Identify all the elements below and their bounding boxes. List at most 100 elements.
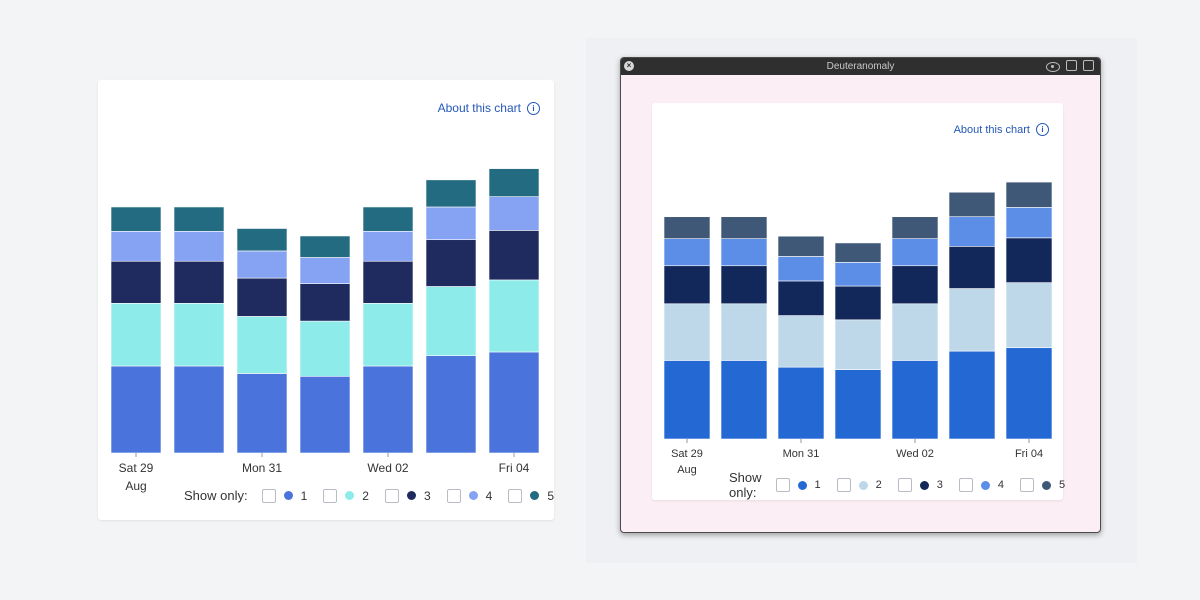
- bar-segment-series-5[interactable]: [362, 206, 414, 232]
- bar-segment-series-2[interactable]: [777, 315, 825, 368]
- bar-segment-series-5[interactable]: [173, 206, 225, 232]
- panel-icon[interactable]: [1083, 60, 1094, 71]
- legend-item-2[interactable]: 2: [323, 488, 369, 503]
- bar-segment-series-2[interactable]: [891, 303, 939, 361]
- legend-checkbox[interactable]: [958, 478, 973, 492]
- bar-segment-series-3[interactable]: [1005, 237, 1053, 283]
- bar-segment-series-5[interactable]: [1005, 181, 1053, 208]
- bar-segment-series-2[interactable]: [720, 303, 768, 361]
- bar-segment-series-2[interactable]: [362, 303, 414, 367]
- bar-segment-series-3[interactable]: [299, 283, 351, 322]
- bar-segment-series-1[interactable]: [110, 365, 162, 454]
- bar-segment-series-5[interactable]: [777, 235, 825, 257]
- bar-segment-series-2[interactable]: [110, 303, 162, 367]
- legend-checkbox[interactable]: [323, 488, 338, 503]
- bar-segment-series-5[interactable]: [891, 216, 939, 239]
- bar-segment-series-1[interactable]: [425, 355, 477, 454]
- about-chart-link[interactable]: About this chart i: [954, 123, 1049, 136]
- bar-segment-series-1[interactable]: [663, 360, 711, 440]
- legend-item-4[interactable]: 4: [446, 488, 492, 503]
- bar-segment-series-4[interactable]: [110, 230, 162, 262]
- legend-item-1[interactable]: 1: [261, 488, 307, 503]
- bar-segment-series-2[interactable]: [488, 279, 540, 353]
- bar-segment-series-1[interactable]: [299, 375, 351, 454]
- bar-segment-series-3[interactable]: [362, 260, 414, 304]
- bar-segment-series-5[interactable]: [948, 191, 996, 218]
- legend-item-1[interactable]: 1: [775, 478, 821, 492]
- bar-segment-series-5[interactable]: [425, 179, 477, 208]
- about-chart-link[interactable]: About this chart i: [438, 101, 540, 115]
- close-icon[interactable]: ×: [624, 61, 634, 71]
- bar-segment-series-1[interactable]: [173, 365, 225, 454]
- bar-segment-series-1[interactable]: [1005, 347, 1053, 440]
- x-tick-label: Fri 04: [1015, 448, 1043, 460]
- bar-segment-series-5[interactable]: [663, 216, 711, 239]
- bar-segment-series-1[interactable]: [488, 351, 540, 454]
- bar-segment-series-3[interactable]: [834, 285, 882, 321]
- x-tick-label: Aug: [677, 464, 697, 476]
- bar-segment-series-5[interactable]: [834, 242, 882, 263]
- legend-checkbox[interactable]: [897, 478, 912, 492]
- legend-item-3[interactable]: 3: [897, 478, 943, 492]
- bar-segment-series-4[interactable]: [720, 238, 768, 267]
- legend-item-2[interactable]: 2: [836, 478, 882, 492]
- bar-segment-series-2[interactable]: [1005, 282, 1053, 349]
- bar-segment-series-3[interactable]: [488, 230, 540, 281]
- bar-segment-series-3[interactable]: [663, 265, 711, 305]
- legend-item-3[interactable]: 3: [384, 488, 431, 503]
- bar-segment-series-2[interactable]: [834, 319, 882, 370]
- bar-segment-series-3[interactable]: [236, 277, 288, 317]
- bar-segment-series-4[interactable]: [834, 262, 882, 287]
- bar-segment-series-4[interactable]: [948, 216, 996, 247]
- bar-segment-series-4[interactable]: [236, 250, 288, 279]
- bar-segment-series-2[interactable]: [948, 288, 996, 352]
- legend-checkbox[interactable]: [261, 488, 276, 503]
- eye-icon[interactable]: [1046, 62, 1060, 72]
- bar-segment-series-1[interactable]: [362, 365, 414, 454]
- bar-segment-series-3[interactable]: [173, 260, 225, 304]
- bar-segment-series-1[interactable]: [720, 360, 768, 440]
- bar-segment-series-1[interactable]: [834, 369, 882, 440]
- bar-segment-series-5[interactable]: [299, 235, 351, 258]
- bar-segment-series-5[interactable]: [236, 228, 288, 252]
- legend-checkbox[interactable]: [384, 488, 399, 503]
- bar-segment-series-3[interactable]: [425, 239, 477, 287]
- bar-segment-series-4[interactable]: [362, 230, 414, 262]
- bar-segment-series-5[interactable]: [110, 206, 162, 232]
- legend-label: 3: [423, 488, 431, 503]
- bar-segment-series-1[interactable]: [948, 350, 996, 440]
- bar-segment-series-2[interactable]: [173, 303, 225, 367]
- bar-segment-series-5[interactable]: [488, 168, 540, 197]
- list-icon[interactable]: [1066, 60, 1077, 71]
- bar-segment-series-1[interactable]: [777, 366, 825, 440]
- bar-segment-series-2[interactable]: [299, 320, 351, 377]
- legend-item-5[interactable]: 5: [1020, 478, 1065, 492]
- bar-segment-series-4[interactable]: [425, 206, 477, 241]
- legend-checkbox[interactable]: [508, 488, 523, 503]
- legend-label: 5: [547, 488, 555, 503]
- legend-item-4[interactable]: 4: [958, 478, 1004, 492]
- legend-checkbox[interactable]: [1020, 478, 1035, 492]
- bar-segment-series-1[interactable]: [236, 373, 288, 454]
- bar-segment-series-3[interactable]: [891, 265, 939, 305]
- legend-checkbox[interactable]: [775, 478, 790, 492]
- bar-segment-series-4[interactable]: [488, 196, 540, 231]
- bar-segment-series-3[interactable]: [948, 246, 996, 289]
- legend-item-5[interactable]: 5: [508, 488, 555, 503]
- bar-segment-series-1[interactable]: [891, 360, 939, 440]
- bar-segment-series-3[interactable]: [110, 260, 162, 304]
- bar-segment-series-2[interactable]: [663, 303, 711, 361]
- bar-segment-series-4[interactable]: [891, 238, 939, 267]
- bar-segment-series-3[interactable]: [720, 265, 768, 305]
- legend-checkbox[interactable]: [836, 478, 851, 492]
- bar-segment-series-4[interactable]: [299, 257, 351, 284]
- bar-segment-series-2[interactable]: [425, 286, 477, 357]
- bar-segment-series-4[interactable]: [1005, 207, 1053, 239]
- bar-segment-series-4[interactable]: [777, 256, 825, 282]
- bar-segment-series-4[interactable]: [663, 238, 711, 267]
- legend-checkbox[interactable]: [446, 488, 461, 503]
- bar-segment-series-3[interactable]: [777, 280, 825, 316]
- bar-segment-series-5[interactable]: [720, 216, 768, 239]
- bar-segment-series-4[interactable]: [173, 230, 225, 262]
- bar-segment-series-2[interactable]: [236, 316, 288, 374]
